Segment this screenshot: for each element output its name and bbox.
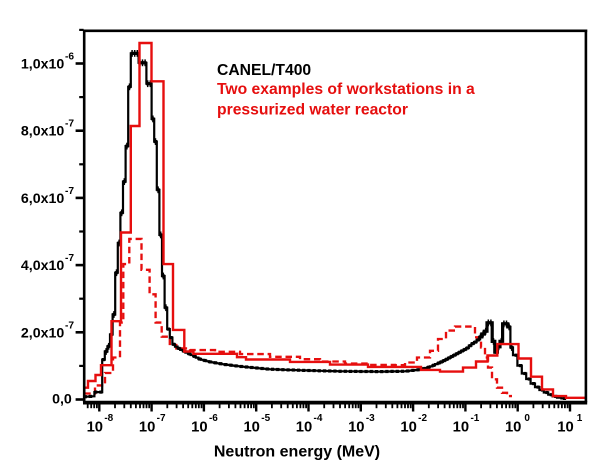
svg-text:0,0: 0,0 bbox=[52, 392, 72, 408]
svg-text:2,0x10: 2,0x10 bbox=[21, 325, 65, 341]
svg-text:-8: -8 bbox=[104, 413, 113, 424]
svg-text:-7: -7 bbox=[65, 119, 74, 130]
svg-text:0: 0 bbox=[524, 413, 530, 424]
svg-text:4,0x10: 4,0x10 bbox=[21, 258, 65, 274]
svg-text:10: 10 bbox=[453, 420, 469, 436]
svg-text:8,0x10: 8,0x10 bbox=[21, 124, 65, 140]
svg-text:1: 1 bbox=[577, 413, 583, 424]
svg-text:10: 10 bbox=[243, 420, 259, 436]
svg-text:10: 10 bbox=[400, 420, 416, 436]
svg-text:-7: -7 bbox=[65, 186, 74, 197]
svg-text:-4: -4 bbox=[314, 413, 323, 424]
svg-text:10: 10 bbox=[191, 420, 207, 436]
svg-text:-7: -7 bbox=[65, 320, 74, 331]
svg-text:-5: -5 bbox=[261, 413, 270, 424]
svg-text:-6: -6 bbox=[65, 52, 74, 63]
svg-text:-3: -3 bbox=[366, 413, 375, 424]
svg-text:-7: -7 bbox=[157, 413, 166, 424]
svg-text:CANEL/T400: CANEL/T400 bbox=[217, 62, 311, 79]
svg-text:10: 10 bbox=[505, 420, 521, 436]
svg-text:10: 10 bbox=[557, 420, 573, 436]
svg-text:-6: -6 bbox=[209, 413, 218, 424]
svg-text:10: 10 bbox=[87, 420, 103, 436]
svg-text:pressurized water reactor: pressurized water reactor bbox=[217, 102, 408, 119]
svg-text:6,0x10: 6,0x10 bbox=[21, 191, 65, 207]
svg-text:-1: -1 bbox=[470, 413, 479, 424]
svg-text:1,0x10: 1,0x10 bbox=[21, 57, 65, 73]
svg-text:10: 10 bbox=[139, 420, 155, 436]
svg-text:10: 10 bbox=[348, 420, 364, 436]
svg-text:10: 10 bbox=[296, 420, 312, 436]
svg-text:Two examples of workstations i: Two examples of workstations in a bbox=[217, 81, 475, 98]
svg-text:Neutron energy (MeV): Neutron energy (MeV) bbox=[214, 444, 380, 461]
svg-text:-7: -7 bbox=[65, 253, 74, 264]
svg-text:-2: -2 bbox=[418, 413, 427, 424]
